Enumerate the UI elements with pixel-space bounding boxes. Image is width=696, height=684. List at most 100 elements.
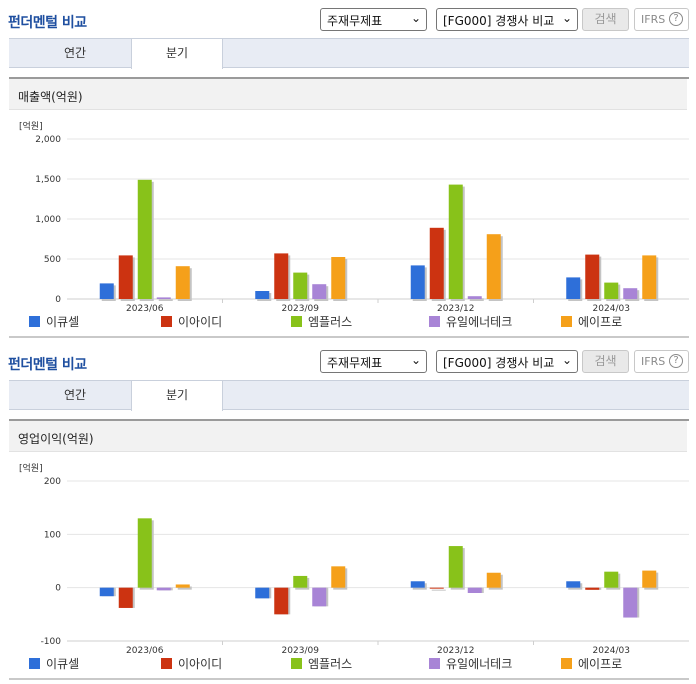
bar-shadow bbox=[177, 586, 192, 590]
bar-shadow bbox=[158, 299, 173, 301]
peer-select-value: [FG000] 경쟁사 비교 bbox=[443, 14, 555, 28]
tab-quarterly[interactable]: 분기 bbox=[131, 381, 223, 411]
legend-label: 에이프로 bbox=[578, 315, 623, 329]
legend-label: 이큐셀 bbox=[46, 315, 80, 329]
bar-2023-09-series-5 bbox=[331, 257, 346, 299]
bar-2023-06-series-1 bbox=[99, 283, 114, 299]
legend-swatch bbox=[29, 658, 40, 669]
ifrs-button[interactable]: IFRS ? bbox=[634, 8, 689, 31]
statement-select[interactable]: 주재무제표 ⌄ bbox=[320, 350, 427, 373]
x-tick-label: 2023/12 bbox=[437, 646, 474, 656]
period-tabs: 연간 분기 bbox=[9, 380, 689, 411]
ifrs-button[interactable]: IFRS ? bbox=[634, 350, 689, 373]
statement-select[interactable]: 주재무제표 ⌄ bbox=[320, 8, 427, 31]
bar-2023-12-series-4 bbox=[467, 296, 482, 299]
x-tick-label: 2024/03 bbox=[593, 304, 630, 314]
legend-item[interactable]: 유일에너테크 bbox=[429, 313, 512, 330]
legend-label: 유일에너테크 bbox=[446, 657, 513, 671]
tab-quarterly[interactable]: 분기 bbox=[131, 39, 223, 69]
peer-select-value: [FG000] 경쟁사 비교 bbox=[443, 356, 555, 370]
y-tick-label: 200 bbox=[44, 477, 61, 487]
panel-header: 매출액(억원) bbox=[9, 79, 687, 110]
bar-2023-09-series-2 bbox=[274, 587, 289, 615]
chevron-down-icon: ⌄ bbox=[410, 353, 421, 367]
bar-2024-03-series-2 bbox=[585, 587, 600, 590]
legend-label: 에이프로 bbox=[578, 657, 623, 671]
tab-annual[interactable]: 연간 bbox=[63, 388, 87, 402]
statement-select-value: 주재무제표 bbox=[327, 356, 383, 370]
peer-select[interactable]: [FG000] 경쟁사 비교 ⌄ bbox=[436, 350, 578, 373]
legend-swatch bbox=[291, 658, 302, 669]
help-icon: ? bbox=[669, 354, 683, 368]
bar-2023-12-series-3 bbox=[448, 546, 463, 588]
bar-2023-12-series-4 bbox=[467, 587, 482, 593]
bar-2023-06-series-4 bbox=[156, 297, 171, 299]
legend-label: 이아이디 bbox=[178, 315, 223, 329]
bar-2024-03-series-4 bbox=[623, 587, 638, 618]
legend-swatch bbox=[429, 658, 440, 669]
x-tick-label: 2023/12 bbox=[437, 304, 474, 314]
chart-legend: 이큐셀 이아이디 엠플러스 유일에너테크 에이프로 bbox=[29, 313, 689, 329]
legend-label: 엠플러스 bbox=[308, 657, 353, 671]
search-button[interactable]: 검색 bbox=[582, 350, 629, 373]
search-button[interactable]: 검색 bbox=[582, 8, 629, 31]
legend-label: 이아이디 bbox=[178, 657, 223, 671]
bar-2023-12-series-5 bbox=[486, 234, 501, 299]
chevron-down-icon: ⌄ bbox=[561, 11, 572, 25]
chevron-down-icon: ⌄ bbox=[410, 11, 421, 25]
legend-label: 이큐셀 bbox=[46, 657, 80, 671]
legend-swatch bbox=[161, 658, 172, 669]
legend-item[interactable]: 이큐셀 bbox=[29, 313, 79, 330]
chart-legend: 이큐셀 이아이디 엠플러스 유일에너테크 에이프로 bbox=[29, 655, 689, 671]
bar-2023-12-series-1 bbox=[410, 581, 425, 588]
help-icon: ? bbox=[669, 12, 683, 26]
legend-swatch bbox=[291, 316, 302, 327]
y-unit-label: [억원] bbox=[19, 462, 43, 474]
y-tick-label: 1,000 bbox=[35, 215, 61, 225]
legend-item[interactable]: 엠플러스 bbox=[291, 655, 352, 672]
chevron-down-icon: ⌄ bbox=[561, 353, 572, 367]
bar-2023-06-series-4 bbox=[156, 587, 171, 591]
bar-2023-06-series-5 bbox=[175, 584, 190, 588]
bar-2023-12-series-2 bbox=[429, 587, 444, 589]
legend-swatch bbox=[29, 316, 40, 327]
bar-2023-12-series-1 bbox=[410, 265, 425, 299]
bar-2023-06-series-1 bbox=[99, 587, 114, 597]
bar-2024-03-series-3 bbox=[604, 282, 619, 299]
y-tick-label: 1,500 bbox=[35, 175, 61, 185]
bar-2024-03-series-1 bbox=[566, 277, 581, 299]
bar-2023-09-series-3 bbox=[293, 272, 308, 299]
legend-item[interactable]: 유일에너테크 bbox=[429, 655, 512, 672]
sales-bar-chart: [억원] 2,000 1,500 1,000 500 0 2023/06 2023/09 202… bbox=[19, 120, 689, 314]
bar-2023-06-series-2 bbox=[118, 255, 133, 299]
peer-select[interactable]: [FG000] 경쟁사 비교 ⌄ bbox=[436, 8, 578, 31]
y-tick-label: 2,000 bbox=[35, 135, 61, 145]
legend-item[interactable]: 엠플러스 bbox=[291, 313, 352, 330]
legend-item[interactable]: 이아이디 bbox=[161, 655, 222, 672]
x-tick-label: 2023/09 bbox=[282, 646, 320, 656]
legend-item[interactable]: 에이프로 bbox=[561, 313, 622, 330]
y-tick-label: 500 bbox=[44, 255, 61, 265]
fundamental-section-operating-profit: 펀더멘털 비교 주재무제표 ⌄ [FG000] 경쟁사 비교 ⌄ 검색 IFRS… bbox=[0, 342, 696, 684]
bar-2023-09-series-1 bbox=[255, 291, 270, 299]
tab-annual[interactable]: 연간 bbox=[63, 46, 87, 60]
bar-2023-06-series-3 bbox=[137, 179, 152, 299]
section-title: 펀더멘털 비교 bbox=[8, 15, 87, 31]
bar-2024-03-series-5 bbox=[642, 255, 657, 299]
legend-swatch bbox=[161, 316, 172, 327]
y-tick-label: -100 bbox=[41, 637, 62, 647]
bar-2023-12-series-2 bbox=[429, 227, 444, 299]
legend-item[interactable]: 이큐셀 bbox=[29, 655, 79, 672]
bar-2023-12-series-5 bbox=[486, 572, 501, 588]
bar-2023-09-series-4 bbox=[312, 284, 327, 299]
y-tick-label: 0 bbox=[55, 295, 61, 305]
bar-2023-06-series-3 bbox=[137, 518, 152, 588]
bar-2023-09-series-5 bbox=[331, 566, 346, 588]
bar-shadow bbox=[469, 298, 484, 301]
ifrs-label: IFRS bbox=[641, 355, 666, 368]
legend-swatch bbox=[561, 658, 572, 669]
legend-item[interactable]: 에이프로 bbox=[561, 655, 622, 672]
legend-item[interactable]: 이아이디 bbox=[161, 313, 222, 330]
legend-swatch bbox=[561, 316, 572, 327]
chart-panel: 매출액(억원) [억원] 2,000 1,500 1,000 500 0 2023/06 20… bbox=[9, 77, 689, 338]
